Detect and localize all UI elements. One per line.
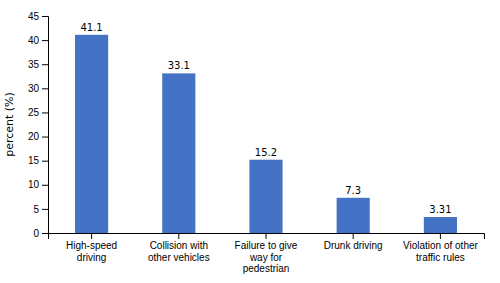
y-tick: 35: [28, 59, 48, 70]
y-axis-title: percent (%): [3, 92, 16, 157]
x-tick: Violation of othertraffic rules: [403, 233, 479, 263]
tick-label: 30: [28, 83, 40, 94]
tick-label: Drunk driving: [324, 240, 383, 251]
tick-mark: [42, 137, 48, 138]
tick-mark: [42, 16, 48, 17]
tick-mark: [266, 233, 267, 239]
data-label: 15.2: [255, 147, 277, 158]
axis-line: [42, 17, 49, 234]
bar: [162, 73, 195, 233]
tick-label: Violation of othertraffic rules: [403, 240, 479, 263]
bars: [75, 35, 457, 233]
tick-mark: [178, 233, 179, 239]
data-label: 7.3: [345, 185, 361, 196]
tick-label: 45: [28, 11, 40, 22]
tick-label: 35: [28, 59, 40, 70]
bar: [424, 217, 457, 233]
y-tick: 45: [28, 11, 48, 22]
bar: [249, 160, 282, 233]
bar: [337, 198, 370, 233]
x-axis: High-speeddriving Collision withother veh…: [49, 233, 485, 274]
x-tick: Collision withother vehicles: [148, 233, 210, 263]
tick-mark: [42, 112, 48, 113]
tick-label: 5: [33, 204, 39, 215]
y-tick: 5: [33, 204, 48, 215]
tick-label: 20: [28, 131, 40, 142]
y-tick: 15: [28, 155, 48, 166]
y-tick: 40: [28, 35, 48, 46]
tick-mark: [42, 64, 48, 65]
data-labels: 41.1 33.1 15.2 7.3 3.31: [80, 22, 451, 215]
x-tick: High-speeddriving: [66, 233, 117, 263]
data-label: 33.1: [168, 60, 190, 71]
tick-mark: [42, 185, 48, 186]
bar: [75, 35, 108, 233]
tick-mark: [42, 233, 48, 234]
tick-label: 10: [28, 179, 40, 190]
y-tick: 10: [28, 179, 48, 190]
tick-label: 0: [33, 228, 39, 239]
y-tick: 30: [28, 83, 48, 94]
tick-label: High-speeddriving: [66, 240, 117, 263]
tick-mark: [91, 233, 92, 239]
x-tick: Drunk driving: [324, 233, 383, 251]
plot-area: 0 5 10 15 20 25 30 35 40 45 High-speeddriving Colli…: [28, 11, 485, 274]
chart: 0 5 10 15 20 25 30 35 40 45 High-speeddriving Colli…: [0, 0, 500, 283]
data-label: 41.1: [80, 22, 102, 33]
tick-label: Collision withother vehicles: [148, 240, 210, 263]
tick-mark: [353, 233, 354, 239]
data-label: 3.31: [429, 204, 451, 215]
y-tick: 25: [28, 107, 48, 118]
tick-label: 25: [28, 107, 40, 118]
tick-mark: [42, 40, 48, 41]
y-tick: 0: [33, 228, 48, 239]
y-axis: 0 5 10 15 20 25 30 35 40 45: [28, 11, 49, 239]
y-tick: 20: [28, 131, 48, 142]
tick-mark: [42, 88, 48, 89]
tick-mark: [42, 161, 48, 162]
tick-mark: [440, 233, 441, 239]
axis-line: [49, 234, 485, 240]
tick-label: 40: [28, 35, 40, 46]
tick-label: Failure to giveway forpedestrian: [235, 240, 298, 274]
tick-mark: [42, 209, 48, 210]
x-tick: Failure to giveway forpedestrian: [235, 233, 298, 274]
tick-label: 15: [28, 155, 40, 166]
